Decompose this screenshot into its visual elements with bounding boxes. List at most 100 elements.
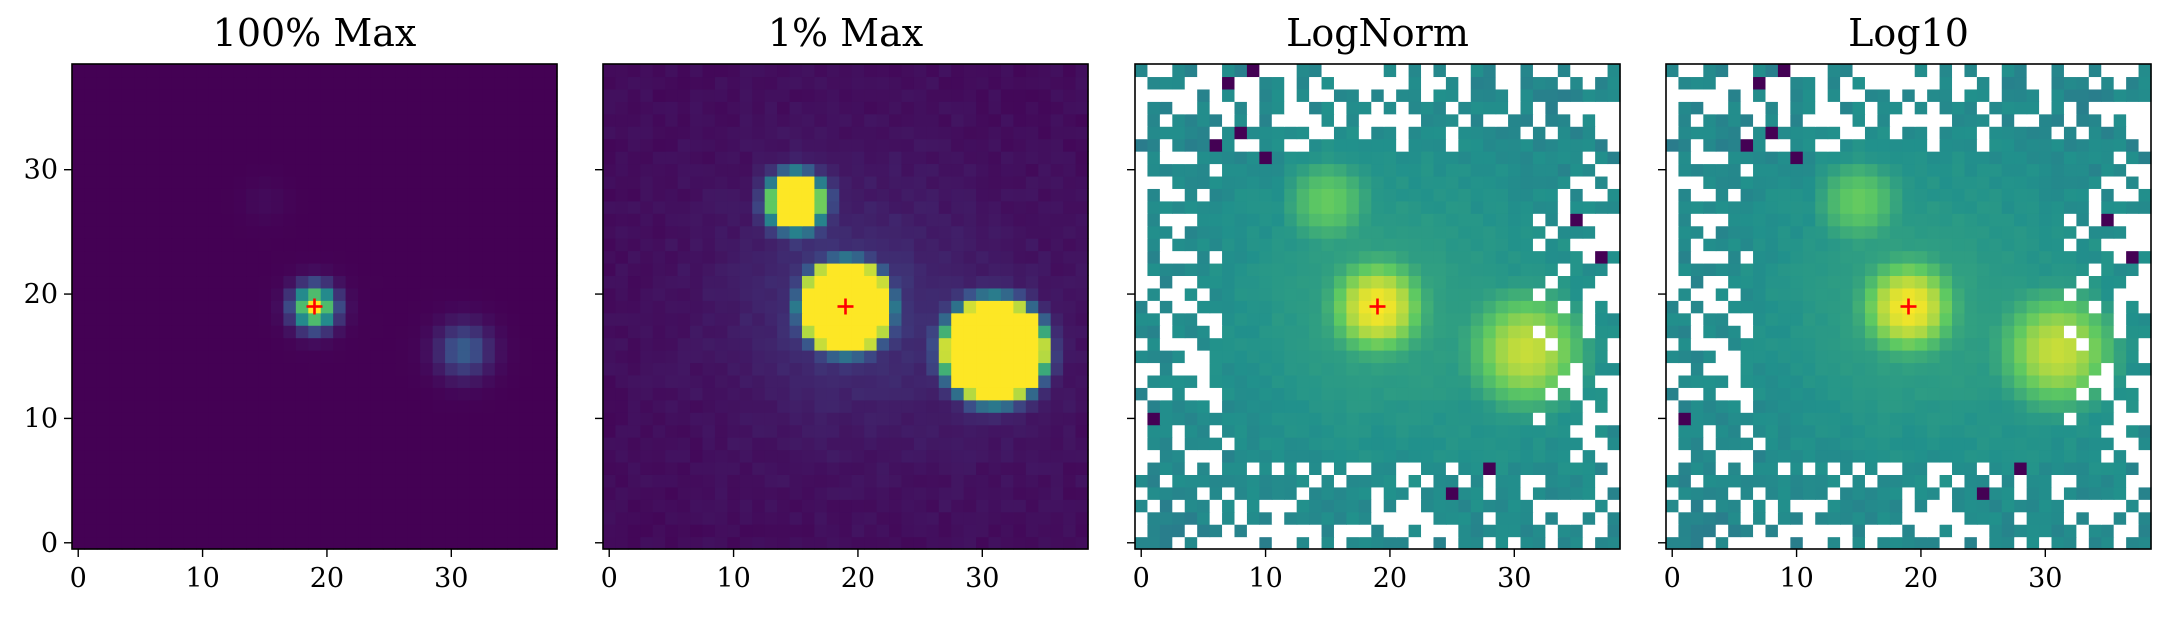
pixel-cell: [159, 163, 173, 177]
pixel-cell: [519, 437, 533, 451]
pixel-cell: [1259, 138, 1273, 152]
pixel-cell: [2101, 536, 2115, 550]
pixel-cell: [72, 200, 86, 214]
pixel-cell: [183, 300, 197, 314]
pixel-cell: [121, 113, 135, 127]
pixel-cell: [876, 312, 890, 326]
pixel-cell: [1396, 474, 1410, 488]
pixel-cell: [739, 200, 753, 214]
pixel-cell: [1038, 399, 1052, 413]
pixel-cell: [482, 88, 496, 102]
pixel-cell: [1445, 374, 1459, 388]
pixel-cell: [777, 536, 791, 550]
pixel-cell: [1545, 362, 1559, 376]
pixel-cell: [2138, 536, 2152, 550]
pixel-cell: [951, 113, 965, 127]
pixel-cell: [445, 126, 459, 140]
pixel-cell: [370, 76, 384, 90]
pixel-cell: [1159, 101, 1173, 115]
pixel-cell: [690, 362, 704, 376]
pixel-cell: [1271, 424, 1285, 438]
pixel-cell: [1383, 350, 1397, 364]
pixel-cell: [976, 126, 990, 140]
pixel-cell: [407, 374, 421, 388]
pixel-cell: [615, 101, 629, 115]
pixel-cell: [1483, 524, 1497, 538]
pixel-cell: [1383, 275, 1397, 289]
pixel-cell: [171, 175, 185, 189]
pixel-cell: [420, 300, 434, 314]
pixel-cell: [1197, 524, 1211, 538]
pixel-cell: [246, 64, 260, 78]
pixel-cell: [727, 536, 741, 550]
pixel-cell: [469, 287, 483, 301]
pixel-cell: [121, 213, 135, 227]
pixel-cell: [72, 387, 86, 401]
pixel-cell: [1470, 101, 1484, 115]
pixel-cell: [1050, 275, 1064, 289]
pixel-cell: [233, 362, 247, 376]
pixel-cell: [1952, 524, 1966, 538]
pixel-cell: [1371, 437, 1385, 451]
pixel-cell: [1271, 88, 1285, 102]
pixel-cell: [1159, 262, 1173, 277]
pixel-cell: [1495, 188, 1509, 202]
pixel-cell: [121, 64, 135, 78]
pixel-cell: [183, 225, 197, 239]
pixel-cell: [677, 151, 691, 165]
pixel-cell: [1013, 250, 1027, 264]
pixel-cell: [1557, 126, 1571, 140]
pixel-cell: [603, 175, 617, 189]
pixel-cell: [976, 262, 990, 277]
pixel-cell: [134, 499, 148, 513]
pixel-cell: [246, 163, 260, 177]
pixel-cell: [1989, 524, 2003, 538]
pixel-cell: [1075, 474, 1089, 488]
pixel-cell: [532, 362, 546, 376]
pixel-cell: [677, 163, 691, 177]
pixel-cell: [457, 225, 471, 239]
pixel-cell: [627, 250, 641, 264]
pixel-cell: [1000, 499, 1014, 513]
pixel-cell: [1508, 275, 1522, 289]
pixel-cell: [482, 238, 496, 252]
x-tick-label: 30: [434, 563, 468, 594]
pixel-cell: [109, 300, 123, 314]
pixel-cell: [690, 175, 704, 189]
pixel-cell: [1184, 64, 1198, 78]
pixel-cell: [494, 238, 508, 252]
pixel-cell: [851, 64, 865, 78]
pixel-cell: [159, 350, 173, 364]
pixel-cell: [2088, 474, 2102, 488]
pixel-cell: [382, 437, 396, 451]
pixel-cell: [789, 88, 803, 102]
pixel-cell: [432, 312, 446, 326]
pixel-cell: [1483, 126, 1497, 140]
pixel-cell: [1159, 337, 1173, 351]
pixel-cell: [1172, 511, 1186, 525]
pixel-cell: [482, 64, 496, 78]
pixel-cell: [345, 287, 359, 301]
pixel-cell: [121, 399, 135, 413]
pixel-cell: [1234, 225, 1248, 239]
pixel-cell: [270, 437, 285, 451]
pixel-cell: [1038, 461, 1052, 475]
pixel-cell: [665, 213, 679, 227]
pixel-cell: [121, 225, 135, 239]
pixel-cell: [519, 499, 533, 513]
pixel-cell: [270, 64, 285, 78]
pixel-cell: [777, 449, 791, 463]
pixel-cell: [851, 101, 865, 115]
pixel-cell: [1570, 461, 1584, 475]
pixel-cell: [1570, 474, 1584, 488]
pixel-cell: [851, 511, 865, 525]
y-tick-label: 20: [24, 279, 58, 310]
pixel-cell: [146, 312, 160, 326]
pixel-cell: [951, 536, 965, 550]
pixel-cell: [652, 287, 666, 301]
pixel-cell: [283, 126, 297, 140]
pixel-cell: [1063, 225, 1077, 239]
pixel-cell: [839, 524, 853, 538]
pixel-cell: [690, 461, 704, 475]
pixel-cell: [615, 275, 629, 289]
